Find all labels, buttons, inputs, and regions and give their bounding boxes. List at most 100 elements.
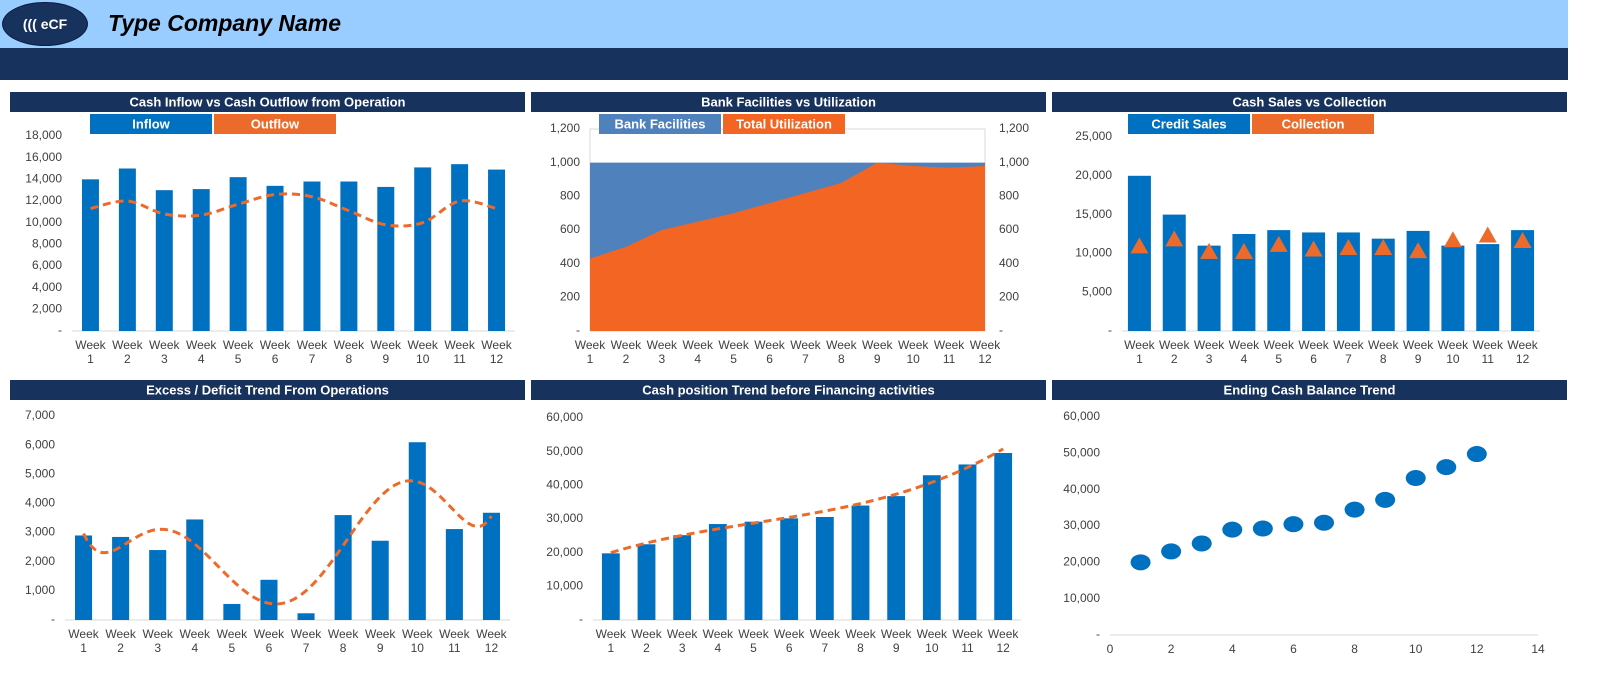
y-tick-label: 2,000 [25,554,55,568]
x-tick-label-box: Week 8 [334,338,364,366]
logo: ((( eCF [2,2,88,46]
x-tick-label: Week 8 [1368,338,1399,366]
x-tick-label-box: Week 9 [364,627,396,655]
x-tick-label: Week 1 [1124,338,1155,366]
x-tick-label-box: Week 2 [112,338,143,366]
triangle-marker [1269,235,1288,252]
y2-tick-label: 1,000 [999,155,1029,169]
y-tick-label: 10,000 [546,579,583,593]
bar [334,515,352,620]
x-tick-label: Week 2 [112,338,143,366]
header-bar: ((( eCF Type Company Name [0,0,1568,48]
x-tick-label: Week 1 [595,627,627,655]
triangle-marker [1409,242,1428,259]
y-tick-label: 1,000 [25,583,55,597]
bar [223,603,241,620]
panel-title: Cash position Trend before Financing act… [642,382,935,397]
x-tick-label: Week 7 [1333,338,1364,366]
triangle-marker [1513,231,1532,248]
x-tick-label-box: Week 4 [179,627,211,655]
x-tick-label: Week 5 [1263,338,1294,366]
x-tick-label: Week 8 [845,627,876,655]
x-tick-label-box: Week 10 [917,627,947,655]
y2-tick-label: 200 [999,290,1019,304]
bar [637,544,656,620]
panel-title-bar [531,380,1046,400]
y-tick-label: - [1108,323,1112,337]
bar [186,519,204,620]
panel-title-bar [10,92,525,112]
x-tick-label: Week 7 [809,627,841,655]
y2-tick-label: 400 [999,256,1019,270]
x-tick-label: Week 8 [826,338,857,366]
y-tick-label: 15,000 [1075,207,1112,221]
bar [149,550,167,620]
y-tick-label: 10,000 [1075,246,1112,260]
legend-swatch [1252,114,1374,134]
bar [266,185,284,331]
x-tick-label: Week 4 [179,627,211,655]
header-band [0,48,1568,80]
x-tick-label: Week 9 [364,627,396,655]
triangle-marker [1130,237,1149,254]
y-tick-label: 30,000 [1063,518,1100,532]
panel-title: Bank Facilities vs Utilization [701,94,876,109]
x-tick-label-box: Week 9 [371,338,401,366]
x-tick-label: Week 5 [718,338,749,366]
y-tick-label: 7,000 [25,408,55,422]
x-tick-label-box: Week 9 [1403,338,1433,366]
y-tick-label: - [51,612,55,626]
point [1161,543,1182,560]
x-tick-label: Week 1 [68,627,99,655]
x-tick-label: Week 12 [476,627,507,655]
panel-title: Ending Cash Balance Trend [1224,382,1396,397]
y-tick-label: 30,000 [546,511,583,525]
x-tick-label-box: Week 5 [718,338,749,366]
x-tick-label: 14 [1531,642,1545,656]
x-tick-label: Week 12 [969,338,1001,366]
legend-label: Total Utilization [736,116,832,131]
x-tick-label-box: Week 2 [105,627,135,655]
point [1222,521,1243,538]
chart-panel: Excess / Deficit Trend From Operations - 1… [10,380,525,655]
bar [408,442,426,620]
x-tick-label: Week 11 [1472,338,1503,366]
y-tick-label: 12,000 [25,193,62,207]
legend-label: Bank Facilities [614,116,705,131]
chart-panel: Cash position Trend before Financing act… [531,380,1046,655]
y-tick-label: 4,000 [25,496,55,510]
y-tick-label: 50,000 [546,444,583,458]
x-tick-label: Week 5 [216,627,248,655]
x-tick-label: Week 4 [1228,338,1260,366]
bar [260,579,278,620]
y-tick-label: 10,000 [25,215,62,229]
bar [482,512,500,620]
bar [922,475,941,620]
panel-title-bar [1052,92,1567,112]
y-tick-label: 60,000 [1063,409,1100,423]
point [1130,554,1151,571]
legend-swatch [214,114,336,134]
bar [815,516,834,620]
x-tick-label-box: Week 7 [809,627,841,655]
x-tick-label: Week 12 [481,338,512,366]
bar [1371,238,1395,331]
x-tick-label: Week 3 [646,338,678,366]
x-tick-label-box: Week 6 [774,627,804,655]
y-tick-label: 16,000 [25,150,62,164]
y-tick-label: 6,000 [25,437,55,451]
x-tick-label: 8 [1351,642,1358,656]
y-tick-label: 2,000 [32,302,62,316]
x-tick-label: Week 7 [290,627,322,655]
bar [708,524,727,620]
y-tick-label: 5,000 [1082,284,1112,298]
bar [851,505,870,620]
y-tick-label: - [576,323,580,337]
x-tick-label-box: Week 11 [952,627,982,655]
x-tick-label-box: Week 10 [898,338,928,366]
y-tick-label: 20,000 [546,545,583,559]
chart-panel: Ending Cash Balance Trend - 10,000 20,000 30… [1052,380,1567,656]
x-tick-label-box: Week 5 [738,627,768,655]
bar [744,521,763,620]
chart-panel: Bank Facilities vs Utilization - 200 400 600… [531,92,1046,366]
